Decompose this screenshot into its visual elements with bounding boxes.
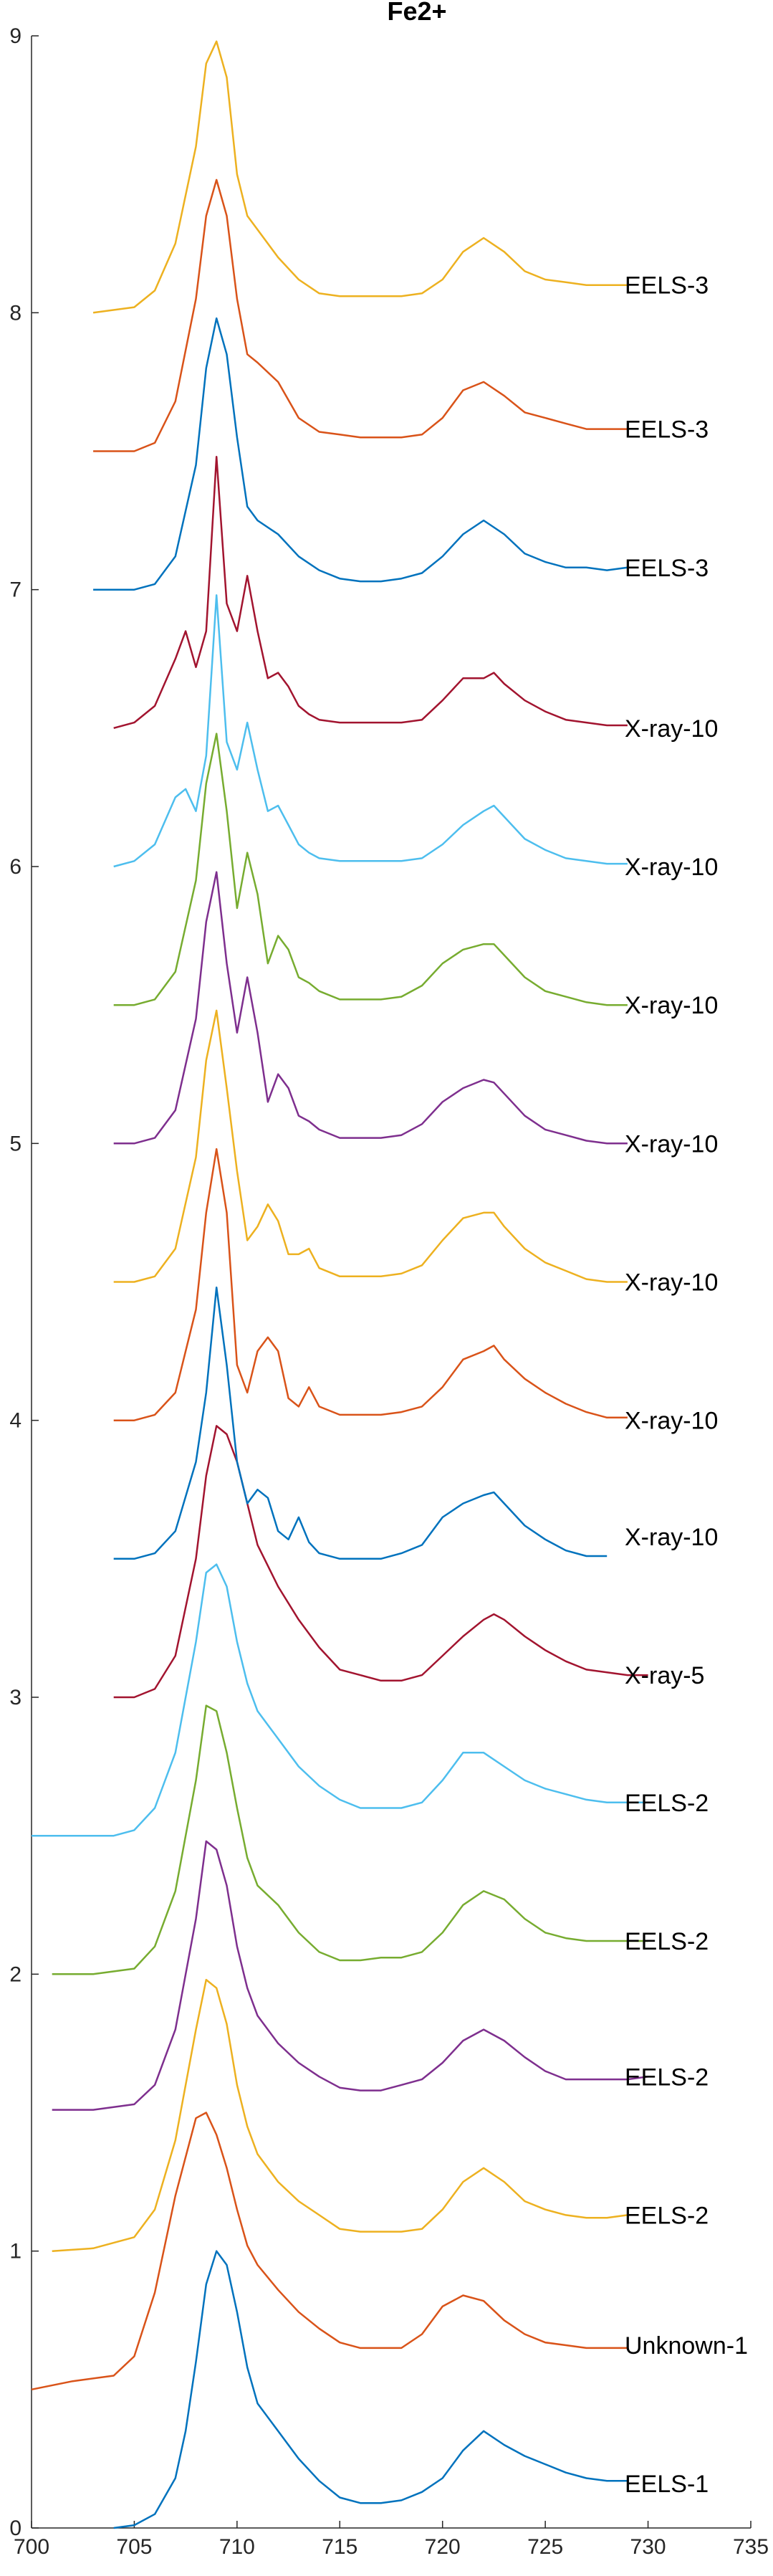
series-label: EELS-3 [625,272,709,300]
series-label: EELS-1 [625,2471,709,2498]
y-tick-label: 7 [9,578,21,602]
series-line [31,2112,628,2391]
x-tick-label: 720 [425,2535,461,2559]
x-tick-label: 730 [630,2535,666,2559]
series-line [113,1148,628,1421]
series-label: X-ray-10 [625,1269,718,1297]
series-label: X-ray-10 [625,992,718,1019]
series-lines [31,40,648,2529]
series-line [113,733,628,1006]
series-label: EELS-3 [625,416,709,444]
series-label: X-ray-10 [625,1524,718,1551]
y-tick-label: 1 [9,2240,21,2263]
axes: 700 705 710 715 720 725 730 735 0 1 2 3 4 5 6 7 8 9 [9,24,769,2559]
series-label: EELS-2 [625,1790,709,1817]
series-label: X-ray-10 [625,1130,718,1158]
x-tick-label: 700 [14,2535,49,2559]
series-line [113,2250,628,2529]
y-tick-label: 9 [9,24,21,48]
series-label: X-ray-10 [625,1408,718,1435]
series-line [113,455,628,730]
x-tick-label: 715 [322,2535,357,2559]
y-tick-label: 2 [9,1962,21,1986]
series-line [92,40,628,314]
series-line [52,1978,628,2252]
series-line [113,1009,628,1283]
series-label: Unknown-1 [625,2332,748,2360]
series-label: EELS-2 [625,1928,709,1955]
series-label: EELS-2 [625,2064,709,2091]
x-tick-label: 725 [527,2535,563,2559]
x-tick-label: 735 [733,2535,769,2559]
y-tick-label: 4 [9,1409,21,1433]
series-labels: EELS-1 Unknown-1 EELS-2 EELS-2 EELS-2 EELS-2 X… [625,272,748,2498]
series-line [52,1840,648,2111]
y-tick-label: 0 [9,2517,21,2540]
y-tick-label: 8 [9,301,21,325]
series-line [113,1286,608,1560]
series-line [113,594,628,868]
series-label: EELS-2 [625,2202,709,2229]
x-tick-label: 710 [219,2535,255,2559]
series-label: EELS-3 [625,555,709,582]
series-line [32,1563,648,1837]
series-line [113,1425,648,1699]
series-line [93,178,628,452]
y-tick-label: 3 [9,1686,21,1709]
series-line [93,317,628,591]
series-line [113,871,628,1145]
x-tick-label: 705 [116,2535,152,2559]
series-label: X-ray-10 [625,715,718,743]
series-label: X-ray-10 [625,854,718,881]
series-line [52,1704,648,1975]
y-tick-label: 5 [9,1132,21,1155]
chart-title: Fe2+ [387,0,446,26]
series-label: X-ray-5 [625,1662,704,1689]
y-tick-label: 6 [9,855,21,879]
